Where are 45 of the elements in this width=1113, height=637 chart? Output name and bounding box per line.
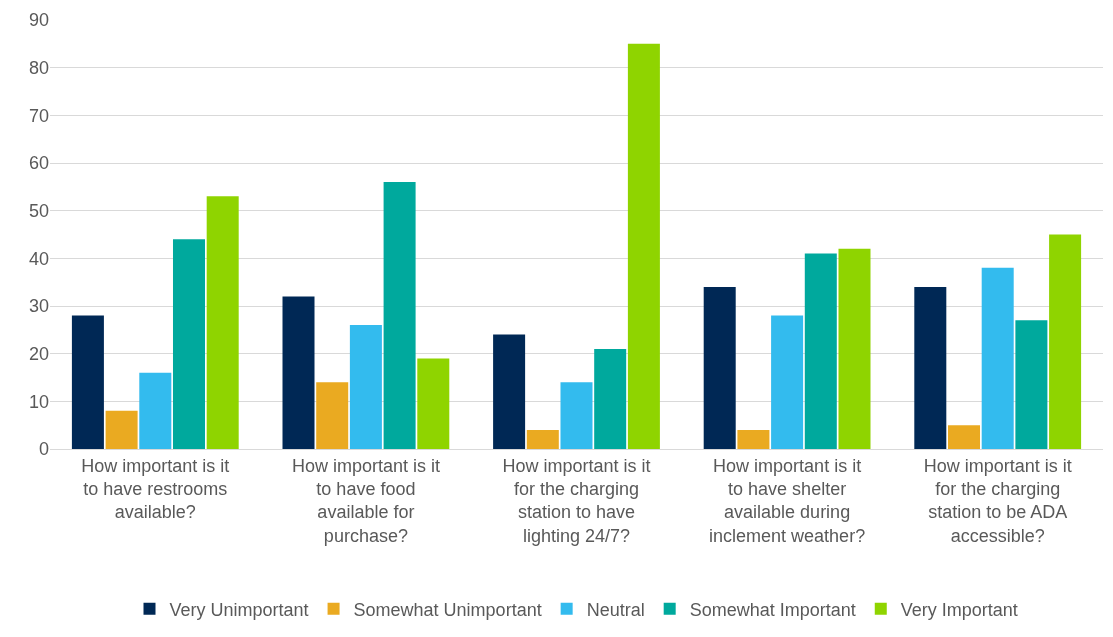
legend-label: Somewhat Unimportant xyxy=(353,599,542,620)
bar xyxy=(981,267,1014,449)
x-tick-label: How important is it to have shelter available during inclement weather? xyxy=(709,455,866,546)
bar xyxy=(349,325,382,449)
y-tick-label: 40 xyxy=(28,248,49,269)
bar xyxy=(383,182,416,449)
legend-label: Neutral xyxy=(586,599,645,620)
legend-label: Somewhat Important xyxy=(689,599,856,620)
bar xyxy=(417,358,450,449)
bar xyxy=(206,196,239,449)
y-tick-label: 80 xyxy=(28,57,49,78)
bar xyxy=(282,296,315,449)
bar xyxy=(1049,234,1082,449)
bar xyxy=(838,248,871,449)
bar xyxy=(594,348,627,449)
bar xyxy=(526,429,559,449)
bar xyxy=(172,239,205,449)
bar xyxy=(737,429,770,449)
bar xyxy=(804,253,837,449)
bar xyxy=(139,372,172,449)
bar xyxy=(560,382,593,449)
y-tick-label: 90 xyxy=(28,10,49,31)
bar xyxy=(948,425,981,449)
y-tick-label: 30 xyxy=(28,296,49,317)
bar xyxy=(914,286,947,449)
bar xyxy=(627,43,660,449)
y-tick-label: 60 xyxy=(28,153,49,174)
x-tick-label: How important is it for the charging station to be ADA accessible? xyxy=(923,455,1072,546)
bar xyxy=(1015,320,1048,449)
x-tick-label: How important is it to have food available for purchase? xyxy=(291,455,440,546)
x-tick-label: How important is it for the charging station to have lighting 24/7? xyxy=(502,455,651,546)
bar xyxy=(771,315,804,449)
legend-label: Very Important xyxy=(900,599,1018,620)
x-tick-label: How important is it to have restrooms available? xyxy=(81,455,230,523)
bar xyxy=(71,315,104,449)
y-tick-label: 0 xyxy=(38,439,49,460)
y-tick-label: 70 xyxy=(28,105,49,126)
legend-label: Very Unimportant xyxy=(169,599,309,620)
y-tick-label: 50 xyxy=(28,200,49,221)
bar xyxy=(703,286,736,449)
y-tick-label: 20 xyxy=(28,343,49,364)
bar xyxy=(105,410,138,449)
bar xyxy=(316,382,349,449)
y-tick-label: 10 xyxy=(28,391,49,412)
bar xyxy=(493,334,526,449)
